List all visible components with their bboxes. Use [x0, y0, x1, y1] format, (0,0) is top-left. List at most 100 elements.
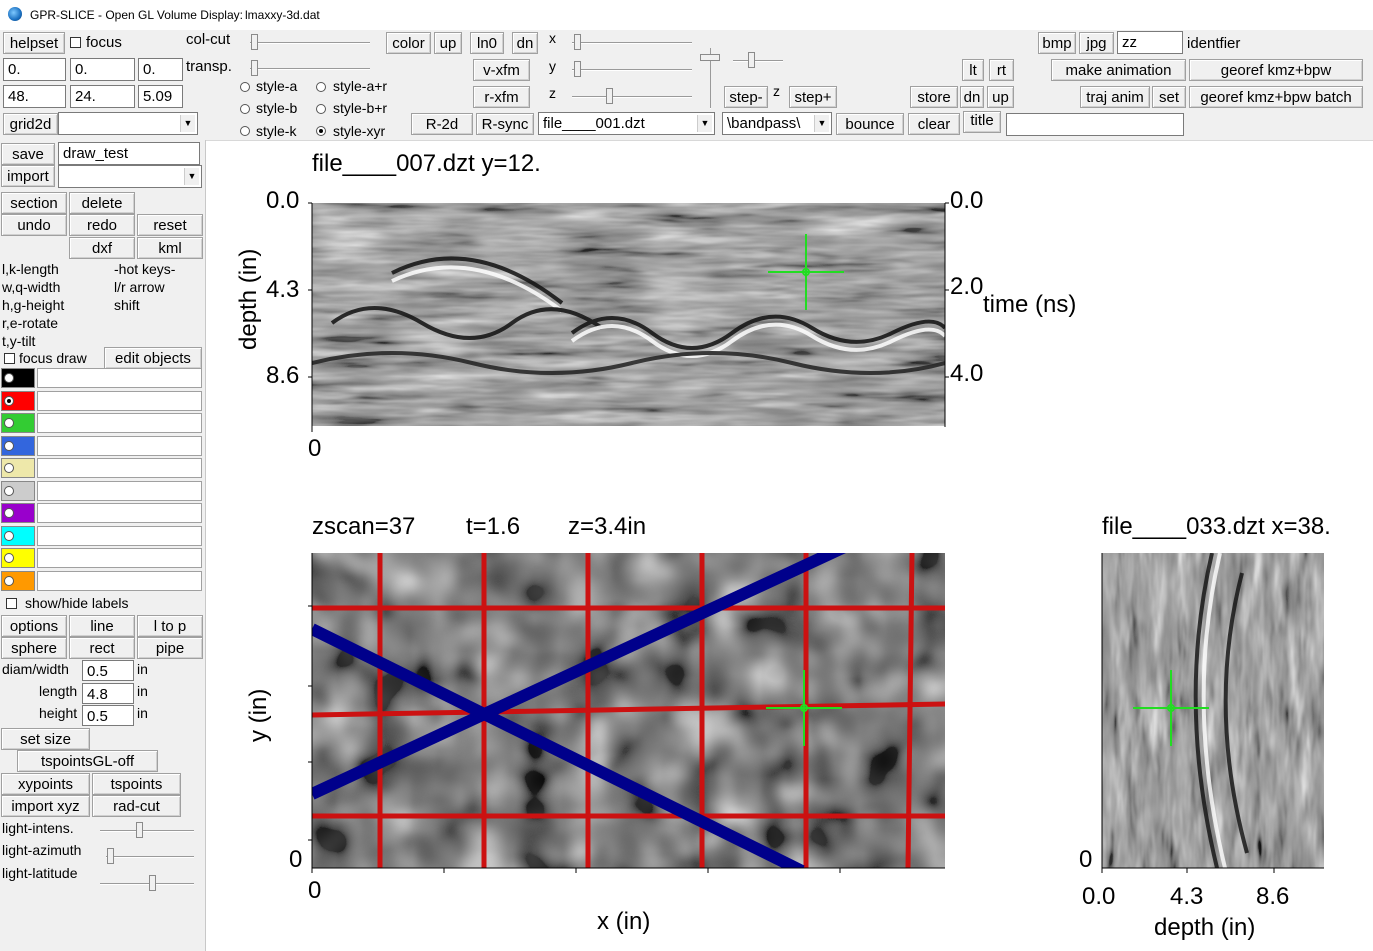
field-x0[interactable]: 0. [3, 58, 66, 81]
color-swatch[interactable] [1, 525, 35, 546]
color-swatch-radio[interactable] [4, 395, 14, 406]
lt-button[interactable]: lt [962, 59, 984, 81]
save-button[interactable]: save [1, 143, 55, 165]
x-slider-thumb[interactable] [574, 34, 581, 50]
chevron-down-icon[interactable]: ▼ [180, 115, 195, 132]
top-plot-radargram[interactable] [312, 203, 945, 426]
redo-button[interactable]: redo [69, 214, 135, 236]
side-plot-cursor[interactable] [1133, 670, 1209, 746]
jpg-button[interactable]: jpg [1079, 32, 1114, 54]
step-minus-button[interactable]: step- [724, 86, 768, 108]
light-latitude-slider-thumb[interactable] [149, 875, 156, 891]
style-k-radio[interactable] [240, 126, 250, 136]
color-swatch-radio[interactable] [4, 463, 14, 473]
color-swatch[interactable] [1, 390, 35, 411]
import-button[interactable]: import [1, 165, 55, 187]
helpset-button[interactable]: helpset [3, 32, 65, 54]
options-button[interactable]: options [1, 615, 67, 637]
color-swatch[interactable] [1, 458, 35, 478]
style-a-radio[interactable] [240, 82, 250, 92]
dn2-button[interactable]: dn [960, 86, 984, 108]
tspoints-gl-button[interactable]: tspointsGL-off [17, 750, 158, 772]
focus-draw-checkbox[interactable] [4, 353, 15, 364]
color-swatch-label-input[interactable] [37, 525, 202, 546]
store-button[interactable]: store [910, 86, 958, 108]
color-swatch[interactable] [1, 480, 35, 501]
z-slider-track[interactable] [572, 96, 692, 98]
dn-button[interactable]: dn [512, 32, 538, 54]
color-swatch[interactable] [1, 435, 35, 456]
kml-button[interactable]: kml [137, 237, 203, 259]
clear-button[interactable]: clear [908, 113, 960, 135]
diam-width-input[interactable]: 0.5 [82, 660, 134, 681]
top-plot-cursor[interactable] [768, 234, 844, 310]
v-xfm-button[interactable]: v-xfm [473, 59, 530, 81]
identifier-input[interactable]: zz [1117, 31, 1183, 54]
show-hide-labels-checkbox[interactable] [6, 598, 17, 609]
light-azimuth-slider-track[interactable] [106, 856, 194, 858]
rad-cut-button[interactable]: rad-cut [92, 795, 181, 817]
style-xyr-radio[interactable] [316, 126, 326, 136]
focus-checkbox[interactable] [70, 37, 81, 48]
up2-button[interactable]: up [987, 86, 1014, 108]
style-a-r-radio[interactable] [316, 82, 326, 92]
color-swatch-radio[interactable] [4, 508, 14, 518]
import-xyz-button[interactable]: import xyz [1, 795, 90, 817]
main-plot-pipe-lines[interactable] [312, 553, 849, 868]
up-button[interactable]: up [434, 32, 462, 54]
light-intens-slider-thumb[interactable] [136, 822, 143, 838]
color-swatch-label-input[interactable] [37, 480, 202, 501]
set-button[interactable]: set [1152, 86, 1186, 108]
title-input[interactable] [1006, 113, 1184, 136]
vertical-slider-track[interactable] [710, 48, 711, 109]
z-slider-thumb[interactable] [606, 88, 613, 104]
make-animation-button[interactable]: make animation [1051, 59, 1186, 81]
vertical-slider-thumb[interactable] [700, 54, 720, 61]
rt-button[interactable]: rt [989, 59, 1014, 81]
small-slider-thumb[interactable] [748, 52, 755, 68]
color-swatch-radio[interactable] [4, 553, 14, 563]
dxf-button[interactable]: dxf [69, 237, 135, 259]
line-button[interactable]: line [69, 615, 135, 637]
traj-anim-button[interactable]: traj anim [1080, 86, 1150, 108]
field-y1[interactable]: 24. [70, 85, 135, 108]
r-xfm-button[interactable]: r-xfm [473, 86, 530, 108]
color-swatch[interactable] [1, 503, 35, 523]
color-swatch-radio[interactable] [4, 530, 14, 541]
bmp-button[interactable]: bmp [1038, 32, 1076, 54]
style-b-r-radio[interactable] [316, 104, 326, 114]
import-select[interactable]: ▼ [58, 165, 202, 188]
color-swatch-radio[interactable] [4, 418, 14, 428]
chevron-down-icon[interactable]: ▼ [814, 115, 829, 132]
ln0-button[interactable]: ln0 [470, 32, 504, 54]
l-to-p-button[interactable]: l to p [137, 615, 203, 637]
set-size-button[interactable]: set size [1, 728, 90, 750]
light-latitude-slider-track[interactable] [100, 883, 194, 885]
xypoints-button[interactable]: xypoints [1, 773, 90, 795]
chevron-down-icon[interactable]: ▼ [697, 115, 712, 132]
color-swatch-label-input[interactable] [37, 390, 202, 411]
color-swatch[interactable] [1, 548, 35, 568]
side-plot-radargram[interactable] [1102, 553, 1324, 868]
color-swatch-radio[interactable] [4, 440, 14, 451]
col-cut-slider-thumb[interactable] [251, 34, 258, 50]
light-azimuth-slider-thumb[interactable] [107, 848, 114, 864]
color-swatch-radio[interactable] [4, 575, 14, 586]
color-swatch[interactable] [1, 570, 35, 591]
pipe-button[interactable]: pipe [137, 637, 203, 659]
r-2d-button[interactable]: R-2d [411, 113, 473, 135]
x-slider-track[interactable] [572, 42, 692, 44]
file-select[interactable]: file____001.dzt ▼ [538, 112, 715, 135]
title-button[interactable]: title [963, 111, 1001, 133]
length-input[interactable]: 4.8 [82, 683, 134, 704]
grid2d-select[interactable]: ▼ [58, 112, 198, 135]
small-slider-track[interactable] [733, 60, 783, 62]
color-button[interactable]: color [386, 32, 431, 54]
color-swatch-label-input[interactable] [37, 570, 202, 591]
r-sync-button[interactable]: R-sync [476, 113, 534, 135]
grid2d-button[interactable]: grid2d [3, 113, 58, 135]
y-slider-thumb[interactable] [574, 61, 581, 77]
step-plus-button[interactable]: step+ [789, 86, 837, 108]
transp-slider-track[interactable] [250, 68, 370, 70]
color-swatch-radio[interactable] [4, 373, 14, 383]
